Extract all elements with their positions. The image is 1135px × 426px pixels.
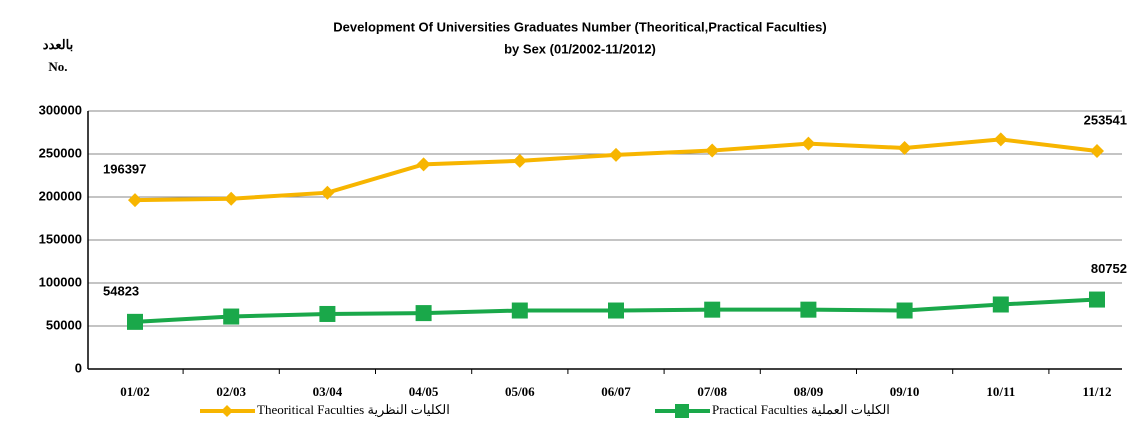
x-tick-label: 01/02 (120, 384, 150, 399)
y-tick-label: 0 (75, 360, 82, 375)
legend-marker (675, 404, 689, 418)
x-tick-label: 08/09 (794, 384, 824, 399)
marker (704, 301, 721, 318)
marker (897, 140, 912, 155)
marker (609, 147, 623, 162)
data-label: 54823 (103, 283, 139, 298)
y-tick-label: 200000 (39, 188, 82, 203)
marker (801, 136, 816, 151)
marker (705, 143, 720, 158)
marker (896, 302, 913, 319)
x-tick-label: 04/05 (409, 384, 439, 399)
marker (416, 157, 431, 172)
y-tick-label: 250000 (39, 145, 82, 160)
y-tick-label: 50000 (46, 317, 82, 332)
x-tick-label: 09/10 (890, 384, 920, 399)
data-label: 253541 (1084, 112, 1127, 127)
legend-label: Theoritical Faculties الكليات النظرية (257, 402, 450, 418)
data-label: 80752 (1091, 261, 1127, 276)
y-axis-label-ar: بالعدد (43, 37, 73, 52)
legend-marker (221, 405, 233, 417)
marker (1090, 143, 1104, 158)
marker (993, 132, 1008, 147)
legend-label: Practical Faculties الكليات العملية (712, 402, 890, 417)
x-tick-label: 03/04 (313, 384, 343, 399)
marker (320, 185, 335, 200)
y-tick-label: 100000 (39, 274, 82, 289)
x-tick-label: 07/08 (697, 384, 727, 399)
chart-subtitle: by Sex (01/2002-11/2012) (504, 41, 656, 56)
marker (319, 305, 336, 322)
marker (128, 193, 142, 208)
x-tick-label: 10/11 (986, 384, 1015, 399)
chart-title: Development Of Universities Graduates Nu… (333, 19, 826, 34)
marker (512, 153, 527, 168)
marker (608, 302, 624, 319)
y-tick-label: 300000 (39, 102, 82, 117)
marker (224, 191, 239, 206)
marker (223, 308, 240, 325)
marker (992, 296, 1009, 313)
y-axis-label: No. (48, 59, 67, 74)
data-label: 196397 (103, 162, 146, 177)
x-tick-label: 06/07 (601, 384, 631, 399)
y-tick-label: 150000 (39, 231, 82, 246)
x-tick-label: 05/06 (505, 384, 535, 399)
marker (415, 305, 432, 322)
marker (511, 302, 528, 319)
marker (800, 301, 817, 318)
marker (1089, 291, 1105, 308)
marker (127, 313, 143, 330)
x-tick-label: 02/03 (216, 384, 246, 399)
x-tick-label: 11/12 (1083, 384, 1112, 399)
